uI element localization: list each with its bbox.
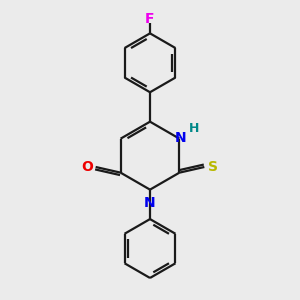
- Text: S: S: [208, 160, 218, 174]
- Text: O: O: [81, 160, 93, 174]
- Text: H: H: [189, 122, 199, 135]
- Text: N: N: [175, 130, 186, 145]
- Text: N: N: [144, 196, 156, 210]
- Text: F: F: [145, 12, 155, 26]
